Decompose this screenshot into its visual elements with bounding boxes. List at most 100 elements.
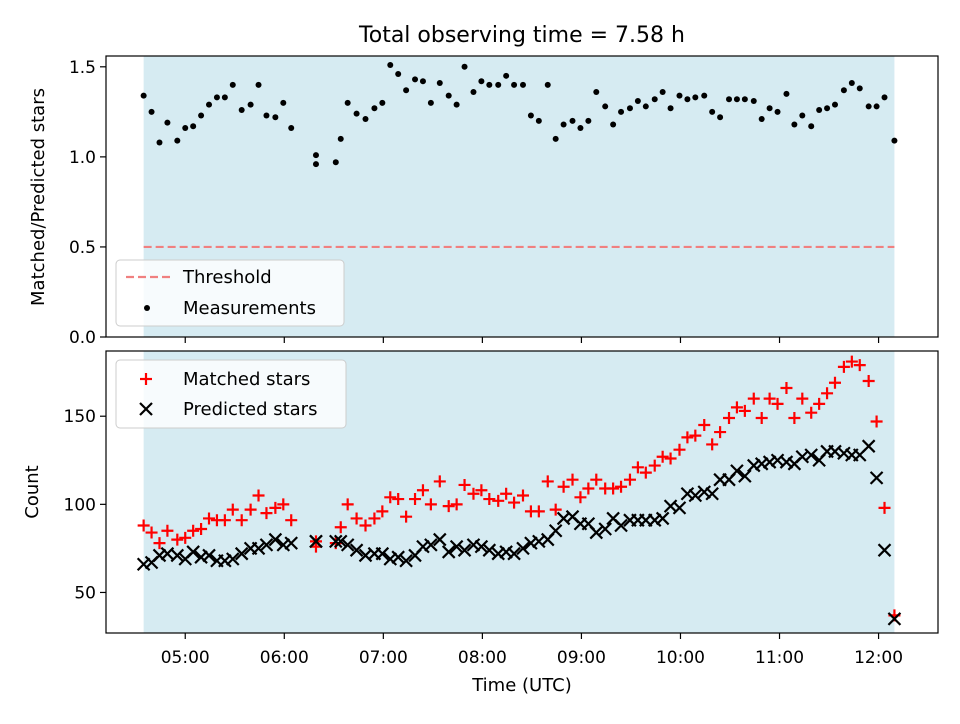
predicted-star-point [499,545,513,559]
measurement-point [659,89,666,96]
matched-star-point [541,475,554,488]
measurement-point [881,94,888,101]
matched-star-point [648,459,661,472]
legend-matched-swatch [140,373,152,385]
x-tick-label: 05:00 [161,648,210,668]
measurement-point [419,78,426,85]
matched-star-point [137,519,150,532]
measurement-point [371,105,378,112]
legend-measurements-swatch [144,305,150,311]
predicted-star-point [887,612,902,626]
matched-star-point [416,484,429,497]
predicted-star-point [754,457,769,471]
matched-star-point [400,510,413,523]
ratio-y-tick-label: 0.5 [69,238,96,258]
matched-star-point [755,411,768,424]
predicted-star-point [136,557,151,572]
predicted-star-point [449,539,464,554]
measurement-point [387,62,394,69]
predicted-star-point [226,552,240,566]
matched-star-point [747,392,760,405]
matched-star-point [252,489,265,502]
predicted-star-point [268,532,283,547]
predicted-star-point [466,538,481,552]
ratio-panel: 0.0 0.5 1.0 1.5 Matched/Predicted stars Thr… [28,55,939,348]
measurement-point [445,92,452,99]
measurement-point [453,101,460,108]
matched-star-point [631,461,644,474]
matched-star-point [376,505,389,518]
matched-star-point [350,512,363,525]
ratio-points [140,62,898,168]
measurement-point [213,94,220,101]
count-points [136,355,902,626]
matched-star-point [203,512,216,525]
matched-star-point [458,478,471,491]
measurement-point [478,78,485,85]
matched-star-point [656,450,669,463]
predicted-star-point [738,469,752,483]
predicted-star-point [251,541,266,556]
matched-star-point [828,376,841,389]
measurement-point [395,71,402,78]
measurement-point [799,112,806,119]
measurement-point [362,116,369,123]
matched-star-point [862,374,875,387]
predicted-star-point [152,548,167,563]
measurement-point [312,152,319,159]
x-tick-label: 09:00 [557,648,606,668]
ratio-legend: Threshold Measurements [115,259,345,327]
ratio-y-ticks: 0.0 0.5 1.0 1.5 [69,58,106,348]
legend-predicted-label: Predicted stars [183,399,317,420]
measurement-point [312,161,319,168]
measurement-point [535,117,542,124]
matched-star-point [805,406,818,419]
measurement-point [156,139,163,146]
predicted-star-point [877,543,892,557]
matched-star-point [730,401,743,414]
count-x-ticks: 05:00 06:00 07:00 08:00 09:00 10:00 11:00 12:00 [161,633,903,668]
measurement-point [238,107,245,114]
measurement-point [190,123,197,130]
predicted-star-point [804,448,818,462]
measurement-point [353,110,360,117]
measurement-point [206,101,213,108]
predicted-star-point [598,522,612,536]
matched-star-point [664,452,677,465]
measurement-point [461,63,468,70]
measurement-point [486,81,493,88]
matched-star-point [837,360,850,373]
matched-star-point [244,503,257,516]
matched-star-point [788,411,801,424]
predicted-star-point [869,471,884,485]
predicted-star-point [416,539,430,554]
matched-star-point [813,397,826,410]
measurement-point [865,103,872,110]
measurement-point [585,117,592,124]
predicted-star-point [730,464,744,478]
measurement-point [569,117,576,124]
measurement-point [593,89,600,96]
matched-star-point [187,524,200,537]
ratio-x-ticks [184,337,880,343]
measurement-point [766,105,773,112]
matched-star-point [260,507,273,520]
predicted-star-point [329,534,343,549]
matched-star-point [277,498,290,511]
measurement-point [667,105,674,112]
predicted-star-point [309,534,323,549]
predicted-star-point [705,486,719,501]
matched-star-point [706,438,719,451]
matched-star-point [384,491,397,504]
measurement-point [626,105,633,112]
measurement-point [824,105,831,112]
matched-star-point [409,493,422,506]
ratio-y-tick-label: 1.0 [69,148,96,168]
matched-star-point [269,501,282,514]
measurement-point [634,98,641,105]
ratio-legend-box [115,259,345,327]
predicted-star-point [276,538,291,552]
matched-star-point [368,512,381,525]
count-plot-frame [105,350,939,634]
measurement-point [602,103,609,110]
